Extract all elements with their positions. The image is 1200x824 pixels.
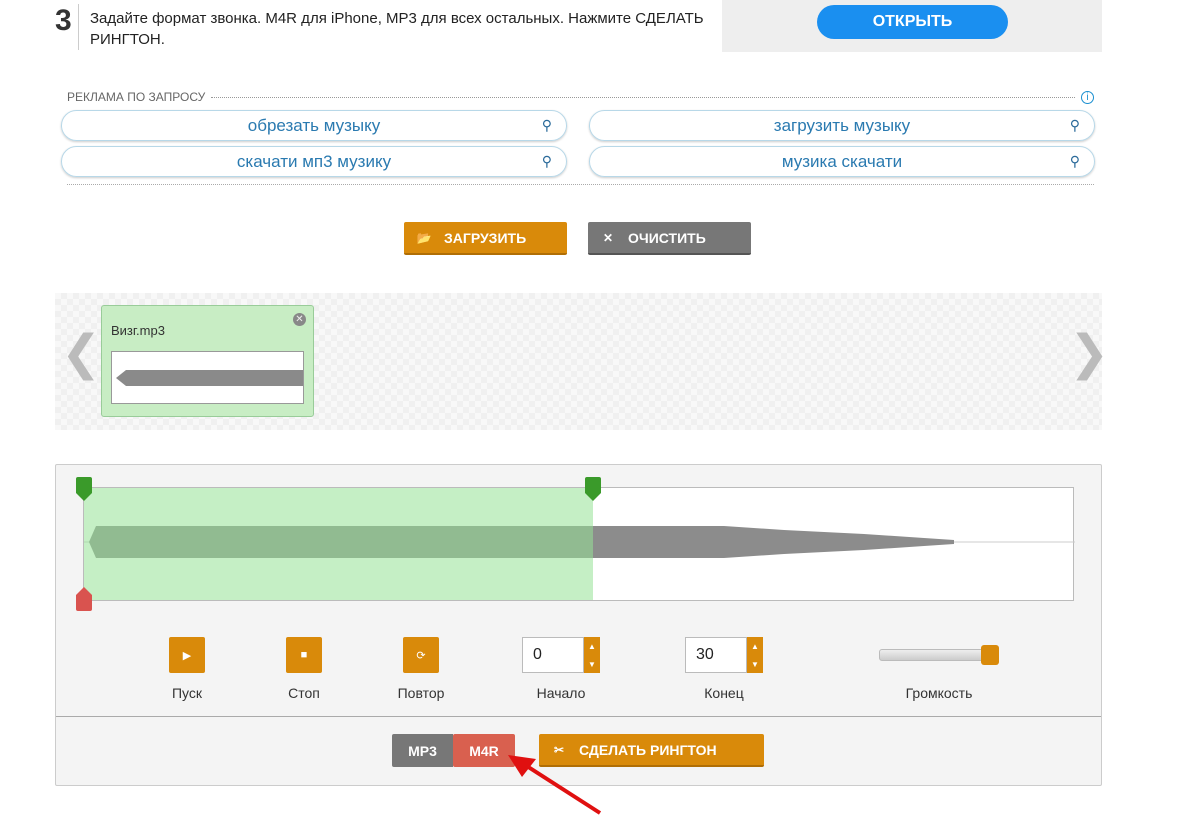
- search-icon: ⚲: [1069, 117, 1080, 133]
- end-stepper[interactable]: 30 ▲ ▼: [685, 637, 763, 673]
- ringtone-editor: ▶ Пуск ■ Стоп ⟳ Повтор 0 ▲ ▼ Начало 30 ▲ ▼ Конец …: [55, 464, 1102, 786]
- make-ringtone-label: СДЕЛАТЬ РИНГТОН: [579, 741, 717, 758]
- ad-header: РЕКЛАМА ПО ЗАПРОСУ i: [67, 90, 1094, 104]
- query-label: обрезать музыку: [247, 115, 381, 135]
- ad-query-3[interactable]: музика скачати ⚲: [589, 146, 1095, 177]
- make-ringtone-button[interactable]: ✂ СДЕЛАТЬ РИНГТОН: [539, 734, 764, 767]
- clear-label: ОЧИСТИТЬ: [628, 229, 706, 246]
- file-waveform: [111, 351, 304, 404]
- step-number: 3: [55, 4, 79, 50]
- query-label: музика скачати: [781, 151, 903, 171]
- selection-region[interactable]: [84, 488, 593, 600]
- close-icon: ✕: [602, 230, 614, 245]
- end-marker-handle[interactable]: [584, 477, 602, 503]
- scissors-icon: ✂: [553, 742, 565, 757]
- ad-query-0[interactable]: обрезать музыку ⚲: [61, 110, 567, 141]
- stop-button[interactable]: ■: [286, 637, 322, 673]
- down-icon[interactable]: ▼: [751, 659, 759, 669]
- remove-file-icon[interactable]: ✕: [293, 313, 306, 326]
- info-icon[interactable]: i: [1081, 90, 1094, 104]
- search-icon: ⚲: [541, 117, 552, 133]
- step-instructions: Задайте формат звонка. M4R для iPhone, M…: [90, 10, 704, 48]
- annotation-arrow: [508, 755, 602, 815]
- open-button[interactable]: ОТКРЫТЬ: [817, 5, 1008, 39]
- volume-handle[interactable]: [981, 645, 999, 665]
- search-icon: ⚲: [541, 153, 552, 169]
- volume-slider[interactable]: [879, 637, 999, 673]
- chevron-left-icon[interactable]: ❮: [61, 327, 102, 380]
- ad-box: ОТКРЫТЬ: [722, 0, 1102, 52]
- upload-label: ЗАГРУЗИТЬ: [444, 229, 527, 246]
- file-card[interactable]: Визг.mp3 ✕: [101, 305, 314, 417]
- up-icon[interactable]: ▲: [588, 641, 596, 651]
- playhead-handle[interactable]: [75, 587, 93, 611]
- waveform[interactable]: [83, 487, 1075, 601]
- clear-button[interactable]: ✕ ОЧИСТИТЬ: [588, 222, 751, 255]
- chevron-right-icon[interactable]: ❯: [1069, 327, 1110, 380]
- start-marker-handle[interactable]: [75, 477, 93, 503]
- file-strip: ❮ ❯ Визг.mp3 ✕: [55, 293, 1109, 430]
- format-m4r-button[interactable]: M4R: [453, 734, 515, 767]
- ad-query-2[interactable]: скачати мп3 музику ⚲: [61, 146, 567, 177]
- up-icon[interactable]: ▲: [751, 641, 759, 651]
- start-label: Начало: [536, 685, 586, 701]
- file-name: Визг.mp3: [111, 323, 165, 338]
- format-mp3-button[interactable]: MP3: [392, 734, 453, 767]
- ad-label: РЕКЛАМА ПО ЗАПРОСУ: [67, 90, 206, 104]
- query-label: скачати мп3 музику: [236, 151, 392, 171]
- stop-label: Стоп: [288, 685, 320, 701]
- end-label: Конец: [704, 685, 744, 701]
- start-input[interactable]: 0: [522, 637, 584, 673]
- ad-query-1[interactable]: загрузить музыку ⚲: [589, 110, 1095, 141]
- repeat-label: Повтор: [397, 685, 445, 701]
- divider: [67, 184, 1094, 185]
- start-stepper[interactable]: 0 ▲ ▼: [522, 637, 600, 673]
- divider: [56, 716, 1101, 717]
- query-label: загрузить музыку: [773, 115, 911, 135]
- end-input[interactable]: 30: [685, 637, 747, 673]
- volume-label: Громкость: [905, 685, 973, 701]
- search-icon: ⚲: [1069, 153, 1080, 169]
- upload-button[interactable]: 📂 ЗАГРУЗИТЬ: [404, 222, 567, 255]
- down-icon[interactable]: ▼: [588, 659, 596, 669]
- repeat-button[interactable]: ⟳: [403, 637, 439, 673]
- folder-icon: 📂: [416, 230, 432, 245]
- play-button[interactable]: ▶: [169, 637, 205, 673]
- play-label: Пуск: [171, 685, 203, 701]
- controls: ▶ Пуск ■ Стоп ⟳ Повтор 0 ▲ ▼ Начало 30 ▲ ▼ Конец …: [132, 637, 1009, 701]
